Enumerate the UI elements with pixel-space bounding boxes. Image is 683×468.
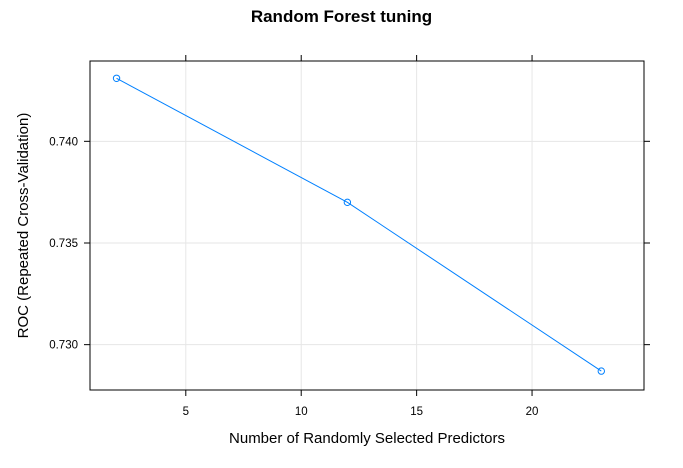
plot-panel (89, 60, 645, 391)
y-axis-label: ROC (Repeated Cross-Validation) (15, 113, 32, 339)
y-tick-label: 0.735 (49, 238, 78, 250)
y-tick-label: 0.740 (49, 136, 78, 148)
y-tick-label: 0.730 (49, 340, 78, 352)
x-tick-label: 5 (183, 406, 189, 418)
grid (90, 61, 644, 390)
data-point (597, 367, 605, 375)
chart-title: Random Forest tuning (251, 7, 432, 26)
series-group (112, 74, 605, 375)
x-tick-label: 10 (295, 406, 308, 418)
x-tick-label: 20 (526, 406, 539, 418)
x-tick-label: 15 (410, 406, 423, 418)
x-axis-label: Number of Randomly Selected Predictors (229, 430, 505, 447)
data-point (343, 198, 352, 207)
data-point (112, 74, 121, 82)
series-line (116, 77, 602, 372)
ticks: 5 10 15 20 0.730 0.735 0.740 (49, 55, 650, 418)
